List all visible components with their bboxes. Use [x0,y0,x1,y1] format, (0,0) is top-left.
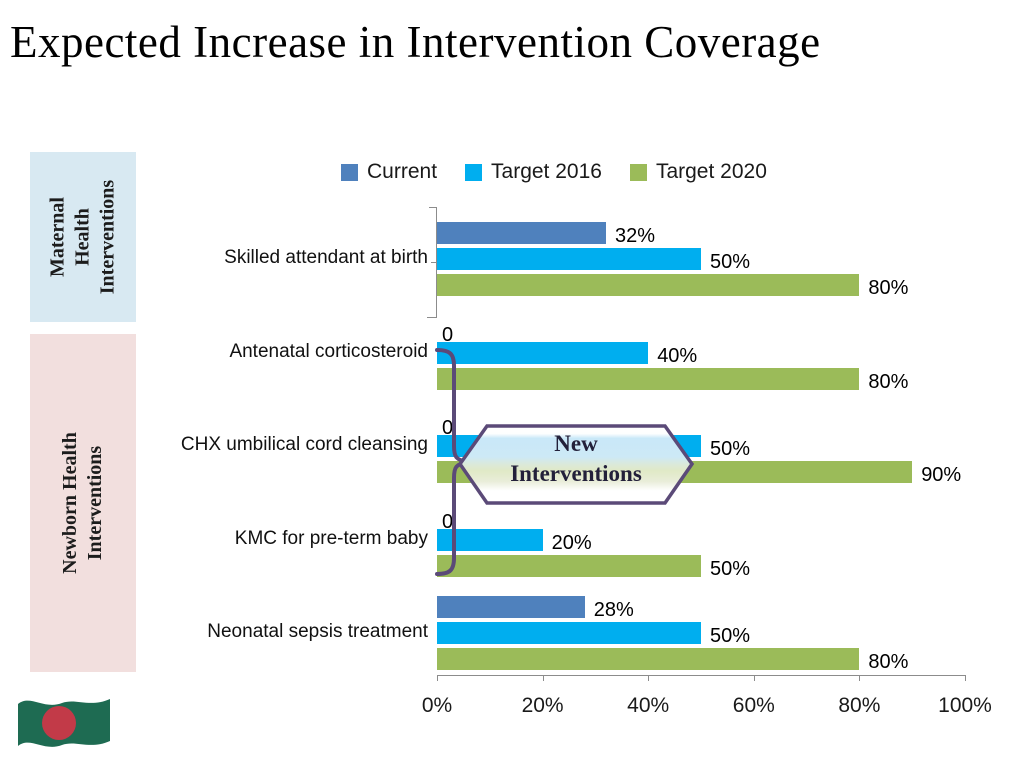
category-label: Skilled attendant at birth [224,247,428,268]
bar-value-label: 0 [442,323,454,346]
x-axis-tick-label: 80% [838,694,881,717]
bar-target-2020 [437,274,860,296]
x-axis-tick [542,675,544,681]
bar-target-2016 [437,622,701,645]
legend-swatch [629,163,647,181]
bar-value-label: 80% [868,277,909,299]
bar-value-label: 80% [868,651,909,674]
maternal-health-panel: Maternal Health Interventions [30,152,136,322]
new-interventions-callout-label: New Interventions [510,431,642,486]
bar-target-2020 [437,367,860,390]
bar-value-label: 50% [710,438,751,461]
x-axis-tick [965,675,966,681]
page-title: Expected Increase in Intervention Covera… [10,17,821,67]
y-axis-tick [429,207,437,208]
bar-value-label: 80% [868,370,909,393]
bangladesh-flag-icon [18,699,110,747]
x-axis-tick [859,675,861,681]
bar-value-label: 20% [551,531,592,554]
x-axis-tick-label: 40% [627,694,670,717]
legend-item-target-2020: Target 2020 [629,160,767,184]
newborn-health-panel: Newborn Health Interventions [30,334,136,672]
x-axis-tick [437,675,438,681]
bar-value-label: 28% [593,599,634,622]
legend-swatch [341,163,358,181]
bar-current [437,596,585,619]
x-axis-tick-label: 100% [938,694,992,717]
bar-value-label: 50% [710,557,751,580]
bar-target-2016 [437,528,543,551]
bar-value-label: 50% [710,251,751,273]
x-axis-tick-label: 60% [732,694,775,717]
bar-target-2020 [437,648,860,671]
bar-target-2016 [437,341,649,364]
legend-swatch [465,163,483,181]
bar-value-label: 40% [657,344,698,367]
y-axis-tick [431,262,437,263]
bar-current [437,222,606,244]
legend-item-target-2016: Target 2016 [465,160,602,184]
legend-label: Current [367,160,438,183]
category-label: Antenatal corticosteroid [229,340,428,362]
y-axis-tick [427,317,437,318]
x-axis-tick [753,675,755,681]
legend-label: Target 2016 [491,160,602,183]
x-axis-tick-label: 0% [421,694,453,717]
x-axis-line [437,675,966,676]
bar-target-2016 [437,248,701,270]
chart-legend: Current Target 2016 Target 2020 [341,158,767,186]
bar-value-label: 90% [921,464,962,487]
category-label: CHX umbilical cord cleansing [180,434,428,456]
x-axis-tick [648,675,650,681]
x-axis-tick-label: 20% [521,694,564,717]
bar-target-2020 [437,554,701,577]
legend-item-current: Current [341,160,437,184]
legend-label: Target 2020 [655,160,767,183]
bar-value-label: 50% [710,625,751,648]
category-label: KMC for pre-term baby [234,527,428,549]
bar-value-label: 32% [615,225,656,247]
category-label: Neonatal sepsis treatment [207,621,428,643]
